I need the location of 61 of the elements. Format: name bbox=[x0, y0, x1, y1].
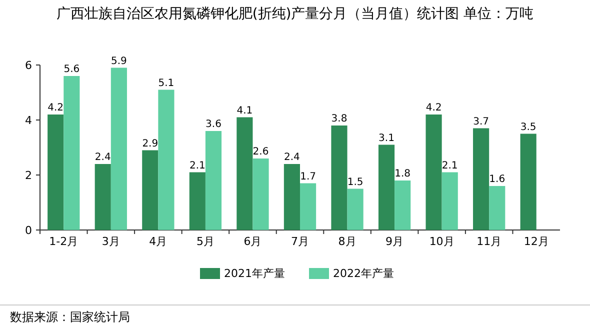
bar bbox=[394, 180, 411, 230]
title: 广西壮族自治区农用氮磷钾化肥(折纯)产量分月（当月值）统计图 单位：万吨 bbox=[56, 6, 534, 22]
x-tick-label: 11月 bbox=[476, 235, 502, 248]
bar bbox=[426, 114, 442, 230]
bar bbox=[378, 144, 395, 230]
x-tick-label: 8月 bbox=[338, 235, 356, 248]
bar bbox=[520, 134, 536, 230]
data-label: 5.1 bbox=[158, 78, 174, 89]
bar bbox=[489, 186, 506, 230]
bar bbox=[158, 90, 174, 230]
data-label: 3.7 bbox=[473, 116, 490, 128]
bar bbox=[48, 114, 64, 230]
legend-label: 2022年产量 bbox=[333, 267, 394, 280]
bar bbox=[142, 150, 158, 230]
bar bbox=[189, 172, 206, 230]
x-tick-label: 1-2月 bbox=[49, 235, 78, 248]
bar bbox=[252, 158, 269, 230]
legend-label: 2021年产量 bbox=[224, 267, 285, 280]
y-tick-label: 0 bbox=[25, 224, 32, 237]
bar bbox=[64, 76, 80, 230]
data-label: 4.2 bbox=[426, 102, 442, 114]
bar bbox=[205, 131, 222, 230]
data-label: 2.4 bbox=[94, 152, 111, 163]
data-label: 3.5 bbox=[520, 122, 536, 133]
x-tick-label: 9月 bbox=[386, 235, 404, 248]
x-tick-label: 10月 bbox=[429, 235, 454, 248]
data-label: 3.8 bbox=[331, 114, 348, 124]
x-tick-label: 4月 bbox=[149, 235, 168, 248]
bar bbox=[110, 68, 127, 230]
data-label: 3.6 bbox=[206, 119, 222, 130]
bar bbox=[94, 164, 111, 230]
bar bbox=[347, 188, 364, 230]
x-tick-label: 12月 bbox=[524, 235, 549, 248]
y-tick-label: 6 bbox=[25, 59, 32, 72]
data-label: 1.6 bbox=[489, 174, 506, 185]
data-label: 4.2 bbox=[48, 102, 64, 114]
bar bbox=[284, 164, 300, 230]
data-label: 4.1 bbox=[236, 105, 253, 116]
data-label: 1.7 bbox=[300, 171, 316, 182]
data-label: 3.1 bbox=[378, 132, 394, 144]
data-label: 5.6 bbox=[64, 64, 80, 75]
data-label: 1.8 bbox=[394, 168, 411, 180]
x-tick-label: 7月 bbox=[291, 235, 309, 248]
bar bbox=[331, 126, 348, 230]
bar bbox=[442, 172, 458, 230]
data-label: 2.9 bbox=[142, 138, 158, 150]
y-tick-label: 2 bbox=[25, 169, 32, 182]
x-tick-label: 5月 bbox=[196, 235, 214, 248]
bar bbox=[236, 117, 253, 230]
data-label: 2.4 bbox=[284, 152, 300, 163]
bar bbox=[473, 128, 490, 230]
x-tick-label: 6月 bbox=[244, 235, 262, 248]
data-label: 5.9 bbox=[110, 56, 127, 67]
bar bbox=[300, 183, 316, 230]
source-note: 数据来源：国家统计局 bbox=[10, 310, 130, 324]
data-label: 2.1 bbox=[442, 160, 458, 172]
data-label: 2.1 bbox=[189, 160, 206, 172]
data-label: 2.6 bbox=[252, 146, 269, 158]
x-tick-label: 3月 bbox=[102, 235, 120, 248]
data-label: 1.5 bbox=[347, 176, 364, 188]
y-tick-label: 4 bbox=[25, 114, 32, 127]
